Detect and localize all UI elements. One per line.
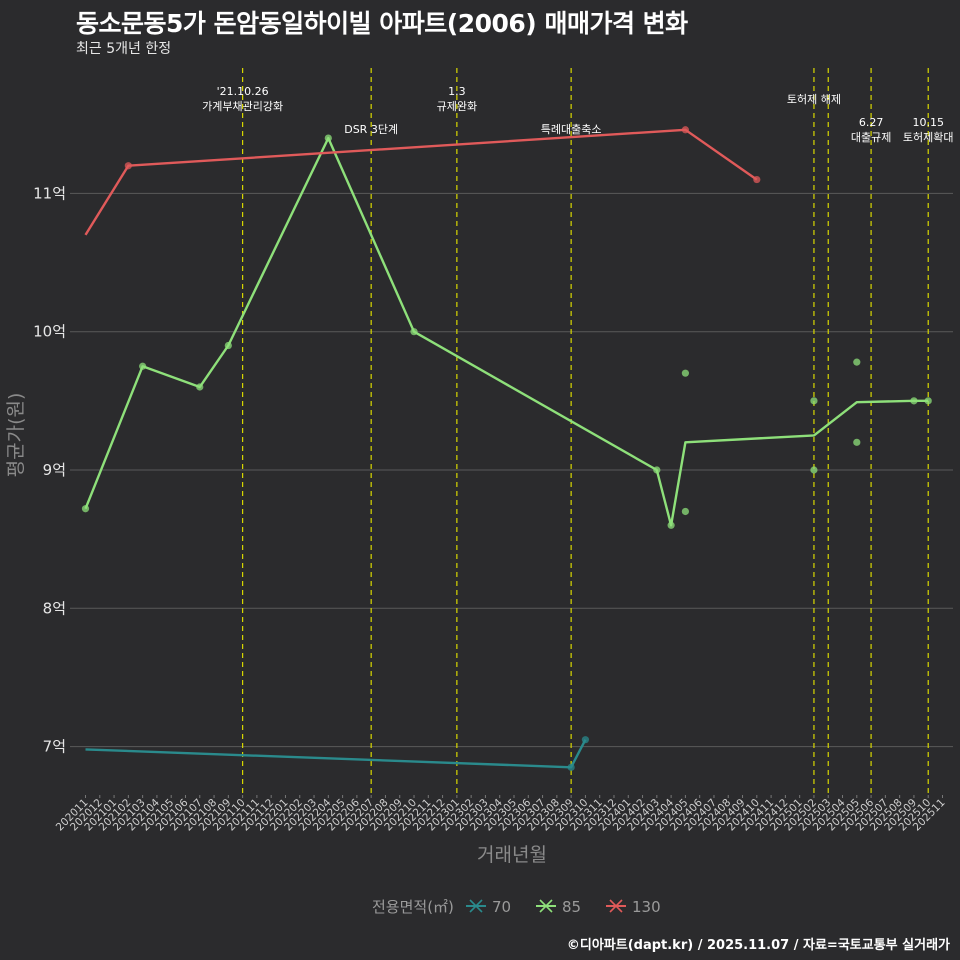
series-lines (84, 128, 929, 769)
event-label: 대출규제 (851, 131, 891, 144)
data-point-85 (81, 505, 90, 513)
data-point-130 (753, 175, 761, 184)
event-label: 토허제확대 (903, 131, 954, 144)
data-point-85 (810, 397, 818, 405)
chart-title: 동소문동5가 돈암동일하이빌 아파트(2006) 매매가격 변화 (76, 9, 688, 38)
legend-title: 전용면적(㎡) (372, 898, 454, 916)
event-label: '21.10.26 (217, 85, 269, 98)
event-label: 10.15 (912, 116, 944, 129)
event-label: 6.27 (859, 116, 884, 129)
data-point-85 (853, 358, 861, 366)
data-point-130 (681, 126, 690, 134)
event-label: 가계부채관리강화 (202, 100, 283, 113)
event-label: 1.3 (448, 85, 466, 98)
data-point-85 (224, 341, 232, 350)
series-line-130 (84, 128, 758, 236)
x-axis-ticks: 2020112020122021012021022021032021042021… (54, 795, 948, 833)
event-label: 규제완화 (437, 100, 477, 113)
data-point-85 (410, 328, 418, 336)
y-axis-title: 평균가(원) (5, 393, 27, 478)
data-point-85 (910, 397, 918, 405)
y-tick-label: 11억 (33, 184, 66, 202)
x-axis-title: 거래년월 (477, 844, 547, 866)
series-line-70 (85, 739, 587, 769)
data-point-70 (581, 736, 590, 744)
y-tick-label: 10억 (33, 323, 66, 341)
data-point-85 (924, 397, 932, 405)
data-point-85 (139, 362, 147, 370)
legend-label: 130 (632, 898, 661, 916)
source-caption: ©디아파트(dapt.kr) / 2025.11.07 / 자료=국토교통부 실… (566, 938, 950, 953)
data-point-85 (853, 438, 861, 446)
data-point-85 (653, 466, 661, 474)
data-point-85 (681, 369, 690, 377)
legend: 전용면적(㎡) 70 85 130 (372, 898, 661, 916)
data-point-70 (567, 763, 575, 771)
data-point-85 (810, 466, 818, 474)
data-point-85 (324, 134, 332, 142)
legend-key-mark (469, 899, 483, 913)
chart-subtitle: 최근 5개년 한정 (76, 41, 172, 57)
legend-label: 70 (492, 898, 511, 916)
data-points (81, 126, 932, 771)
policy-event-lines (242, 68, 929, 795)
data-point-130 (124, 162, 132, 170)
y-tick-label: 7억 (43, 738, 66, 756)
data-point-85 (681, 507, 690, 516)
event-label: DSR 3단계 (344, 123, 398, 136)
gridlines (70, 192, 953, 748)
y-tick-label: 9억 (43, 461, 66, 479)
event-label: 토허제 해제 (787, 92, 841, 106)
legend-key-mark (609, 899, 623, 913)
legend-label: 85 (562, 898, 581, 916)
legend-key-mark (539, 899, 553, 913)
data-point-85 (667, 521, 675, 529)
event-label: 특례대출축소 (541, 123, 602, 136)
y-axis-ticks: 7억 8억 9억 10억 11억 (33, 184, 66, 755)
data-point-85 (196, 383, 204, 391)
y-tick-label: 8억 (43, 599, 66, 617)
